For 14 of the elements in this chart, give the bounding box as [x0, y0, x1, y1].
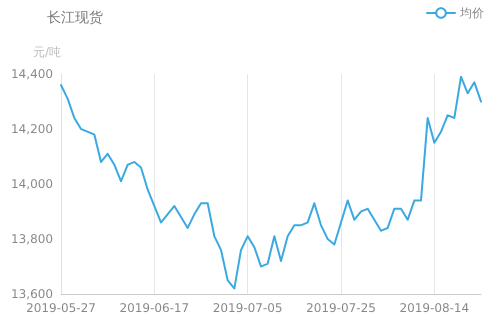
- y-tick-label: 13,600: [11, 287, 53, 301]
- line-series: [60, 76, 482, 290]
- y-tick-label: 14,400: [11, 67, 53, 81]
- y-tick-label: 14,200: [11, 122, 53, 136]
- x-tick-label: 2019-07-25: [306, 301, 376, 315]
- x-tick-label: 2019-07-05: [212, 301, 283, 315]
- legend-label: 均价: [459, 6, 484, 20]
- y-tick-label: 14,000: [11, 177, 53, 191]
- y-tick-label: 13,800: [11, 232, 53, 246]
- chart-title: 长江现货: [47, 10, 103, 26]
- y-axis-title: 元/吨: [32, 45, 61, 59]
- x-tick-label: 2019-05-27: [26, 301, 96, 315]
- x-tick-label: 2019-06-17: [119, 301, 190, 315]
- x-tick-label: 2019-08-14: [399, 301, 470, 315]
